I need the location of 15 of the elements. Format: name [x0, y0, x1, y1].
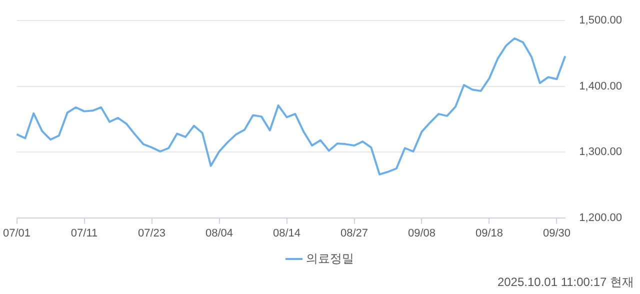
x-tick-label: 07/11 [70, 227, 98, 240]
x-tick-label: 09/18 [475, 227, 504, 240]
x-tick-label: 07/23 [138, 227, 166, 240]
y-tick-label: 1,300.00 [579, 146, 622, 158]
x-tick-label: 08/14 [272, 227, 301, 240]
y-tick-label: 1,400.00 [579, 80, 622, 92]
y-tick-label: 1,500.00 [579, 14, 622, 27]
x-tick-label: 07/01 [3, 227, 31, 240]
legend-label: 의료정밀 [306, 251, 354, 266]
x-tick-label: 08/04 [205, 227, 234, 240]
x-tick-label: 09/30 [542, 227, 571, 240]
x-tick-label: 08/27 [340, 227, 368, 240]
x-tick-label: 09/08 [408, 227, 436, 240]
y-tick-label: 1,200.00 [579, 212, 622, 224]
text: 2025.10.01 11:00:17 현재 [497, 274, 634, 291]
